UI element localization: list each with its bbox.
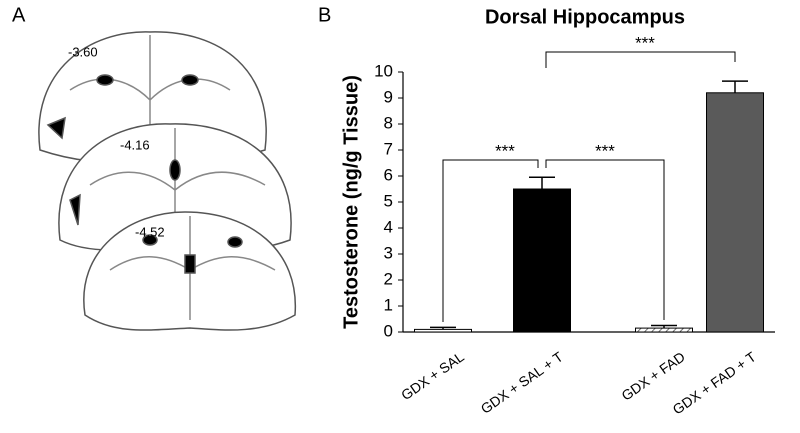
chart-title: Dorsal Hippocampus [485,6,685,28]
significance-bracket [545,51,736,68]
y-tick-label: 2 [384,269,393,288]
brain-section [83,211,296,331]
y-axis-label: Testosterone (ng/g Tissue) [340,75,362,329]
bar [414,328,472,333]
x-tick-label: GDX + FAD [618,348,687,403]
y-tick-label: 0 [384,321,393,340]
x-tick-label: GDX + SAL [398,348,467,403]
y-tick-label: 8 [384,113,393,132]
y-tick-label: 5 [384,191,393,210]
panel-label: B [318,4,331,26]
section-label: -4.16 [120,137,150,152]
section-label: -3.60 [68,44,98,59]
significance-label: *** [635,33,655,52]
panel-label: A [12,4,26,26]
y-tick-label: 6 [384,165,393,184]
bar [706,92,764,333]
y-tick-label: 4 [384,217,393,236]
significance-label: *** [495,141,515,160]
y-tick-label: 10 [374,61,393,80]
y-tick-label: 9 [384,87,393,106]
significance-label: *** [595,141,615,160]
significance-bracket [442,159,539,322]
y-tick-label: 7 [384,139,393,158]
x-tick-label: GDX + SAL + T [478,348,567,417]
significance-bracket [545,159,665,320]
section-label: -4.52 [135,224,165,239]
y-tick-label: 3 [384,243,393,262]
brain-section [58,123,292,251]
bar [513,188,571,333]
chart: Dorsal Hippocampus Testosterone (ng/g Tis… [340,6,775,418]
bar [635,327,693,333]
y-tick-label: 1 [384,295,393,314]
